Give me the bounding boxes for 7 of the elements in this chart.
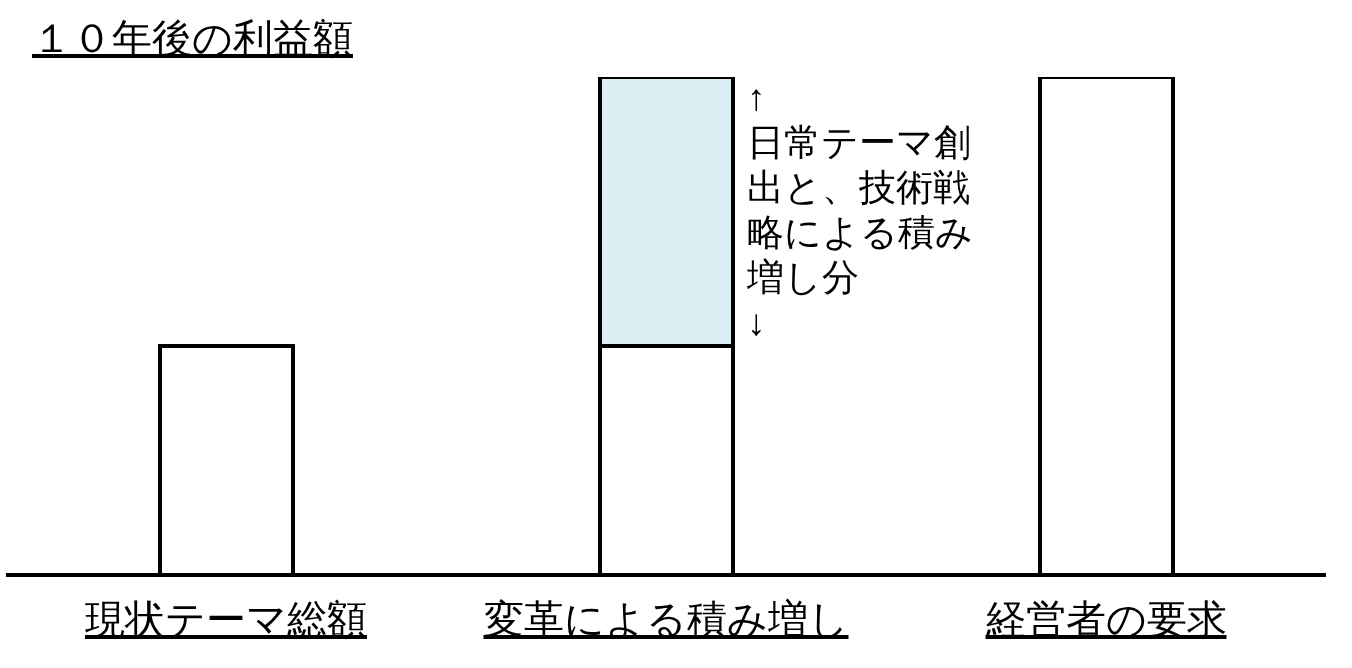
annotation: 日常テーマ創出と、技術戦略による積み増し分: [747, 122, 973, 298]
annotation: ↓: [747, 302, 766, 343]
annotation: ↑: [747, 77, 766, 118]
x-tick-label: 経営者の要求: [984, 597, 1227, 641]
x-tick-label: 変革による積み増し: [483, 597, 849, 641]
x-tick-label: 現状テーマ総額: [85, 597, 367, 641]
chart-title: １０年後の利益額: [32, 15, 353, 62]
